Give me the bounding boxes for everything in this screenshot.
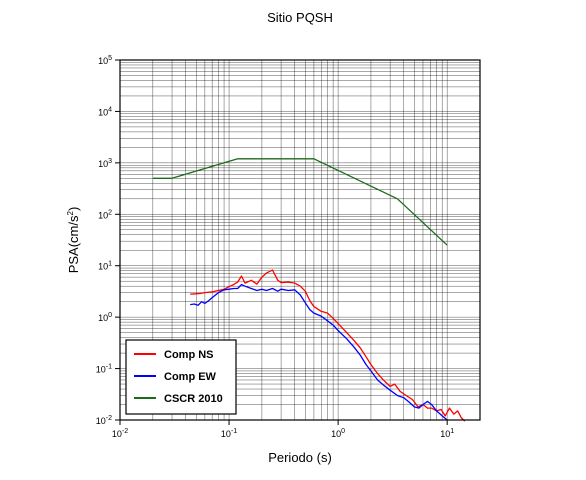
axis-ticks: 10-2 10-1 100 101 10-2 10-1 100 101 102 103 104 105 xyxy=(96,55,454,439)
x-tick-label: 10-1 xyxy=(221,428,237,439)
series-line-comp-ew xyxy=(190,283,448,421)
grid xyxy=(119,59,481,421)
y-tick-label: 105 xyxy=(98,55,112,66)
series-line-cscr-2010 xyxy=(152,158,448,246)
y-tick-label: 104 xyxy=(98,106,112,117)
plot-frame xyxy=(119,59,481,421)
legend: Comp NS Comp EW CSCR 2010 xyxy=(125,339,237,415)
x-tick-label: 10-2 xyxy=(112,428,128,439)
y-axis-label-tail: ) xyxy=(66,207,81,211)
y-tick-label: 10-1 xyxy=(96,364,112,375)
y-tick-label: 103 xyxy=(98,158,112,169)
y-axis-label: PSA(cm/s2) xyxy=(66,207,81,274)
legend-label-comp-ew: Comp EW xyxy=(164,371,217,383)
chart-title: Sitio PQSH xyxy=(267,10,333,25)
x-axis-label: Periodo (s) xyxy=(268,450,332,465)
series-lines xyxy=(152,158,466,422)
legend-items: Comp NS Comp EW CSCR 2010 xyxy=(134,349,223,405)
y-tick-label: 100 xyxy=(98,312,112,323)
y-axis-label-main: PSA(cm/s xyxy=(66,215,81,273)
y-axis-label-sup: 2 xyxy=(66,211,75,216)
legend-label-cscr-2010: CSCR 2010 xyxy=(164,393,223,405)
y-tick-label: 101 xyxy=(98,261,112,272)
series-line-comp-ns xyxy=(190,269,466,422)
y-tick-label: 102 xyxy=(98,209,112,220)
x-tick-label: 100 xyxy=(331,428,345,439)
legend-label-comp-ns: Comp NS xyxy=(164,349,214,361)
x-tick-label: 101 xyxy=(440,428,454,439)
y-tick-label: 10-2 xyxy=(96,415,112,426)
